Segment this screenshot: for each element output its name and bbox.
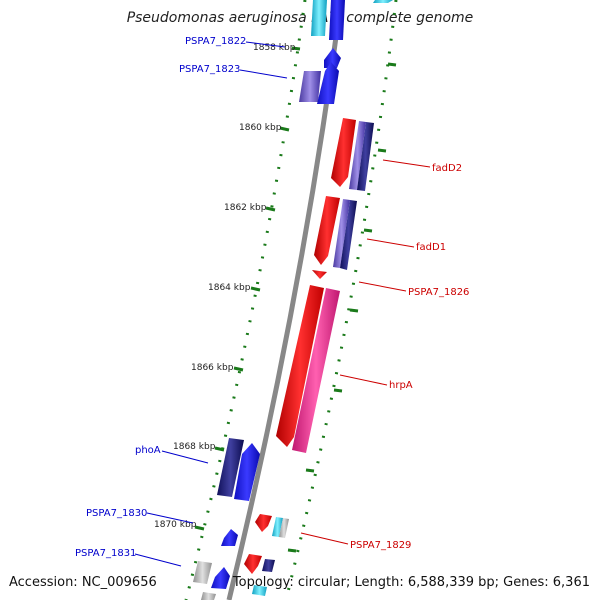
gene-pspa7-1829[interactable] xyxy=(255,514,272,532)
label-pspa7-1830[interactable]: PSPA7_1830 xyxy=(86,508,147,519)
label-pspa7-1831[interactable]: PSPA7_1831 xyxy=(75,548,136,559)
gene-top-blue[interactable] xyxy=(329,0,345,40)
gene-pspa7-1823-lavender[interactable] xyxy=(299,71,321,102)
inner-major-tick xyxy=(287,548,297,553)
label-fadd1[interactable]: fadD1 xyxy=(416,242,446,253)
label-hrpa[interactable]: hrpA xyxy=(389,380,413,391)
gene-fadd1[interactable] xyxy=(314,196,340,265)
gene-hrpa-pink[interactable] xyxy=(292,288,340,453)
ruler-label: 1866 kbp xyxy=(191,363,234,373)
gene-pspa7-1830[interactable] xyxy=(221,529,238,546)
label-pspa7-1829[interactable]: PSPA7_1829 xyxy=(350,540,411,551)
gene-pspa7-1822[interactable] xyxy=(324,48,341,68)
leader-line xyxy=(358,281,407,292)
gene-phoa-navy[interactable] xyxy=(217,438,244,497)
inner-major-tick xyxy=(387,62,397,67)
reverse-callouts xyxy=(300,159,431,545)
gene-hrpa[interactable] xyxy=(276,285,324,447)
ruler-label: 1858 kbp xyxy=(253,43,296,53)
gene-pspa7-1831-gray[interactable] xyxy=(193,561,212,584)
gene-fadd2[interactable] xyxy=(331,118,356,187)
leader-line xyxy=(161,450,209,464)
major-ticks xyxy=(194,46,301,531)
gene-bottom-gray[interactable] xyxy=(201,592,216,600)
major-tick xyxy=(279,126,290,132)
inner-major-tick xyxy=(333,388,343,393)
gene-fadd1-navy[interactable] xyxy=(340,200,357,270)
major-tick xyxy=(250,286,261,292)
gene-fadd1-lavender[interactable] xyxy=(333,199,350,268)
ruler-label: 1862 kbp xyxy=(224,203,267,213)
gene-phoa[interactable] xyxy=(234,443,260,501)
major-tick xyxy=(291,46,301,51)
gene-bottom-navy[interactable] xyxy=(262,559,275,572)
reverse-genes xyxy=(244,0,393,596)
gene-top-cyan[interactable] xyxy=(311,0,327,36)
gene-pspa7-1826[interactable] xyxy=(312,270,327,279)
ruler-label: 1864 kbp xyxy=(208,283,251,293)
ruler-label: 1868 kbp xyxy=(173,442,216,452)
gene-fadd2-lavender[interactable] xyxy=(349,121,366,190)
inner-major-ticks xyxy=(287,62,397,553)
ruler-label: 1860 kbp xyxy=(239,123,282,133)
label-phoa[interactable]: phoA xyxy=(135,445,161,456)
leader-line xyxy=(146,512,194,524)
label-pspa7-1826[interactable]: PSPA7_1826 xyxy=(408,287,469,298)
leader-line xyxy=(300,532,349,545)
major-tick xyxy=(194,525,205,531)
major-tick xyxy=(233,366,244,372)
gene-pspa7-1831[interactable] xyxy=(211,567,230,589)
major-tick xyxy=(214,446,225,452)
leader-line xyxy=(339,374,388,386)
leader-line xyxy=(245,41,286,48)
gene-bottom-cyan[interactable] xyxy=(252,585,267,596)
inner-major-tick xyxy=(377,148,387,153)
leader-line xyxy=(382,159,431,168)
inner-major-tick xyxy=(349,308,359,313)
outer-tick-track xyxy=(184,0,307,600)
label-pspa7-1822[interactable]: PSPA7_1822 xyxy=(185,36,246,47)
ruler-label: 1870 kbp xyxy=(154,520,197,530)
topology-text: Topology: circular; Length: 6,588,339 bp… xyxy=(232,575,590,590)
inner-major-tick xyxy=(363,228,373,233)
label-fadd2[interactable]: fadD2 xyxy=(432,163,462,174)
leader-line xyxy=(239,69,288,79)
major-tick xyxy=(265,206,276,212)
leader-line xyxy=(134,553,182,567)
gene-bottom-red[interactable] xyxy=(244,554,262,574)
forward-callouts xyxy=(134,41,288,567)
gene-fadd2-navy[interactable] xyxy=(357,122,374,191)
map-title: Pseudomonas aeruginosa PA7, complete gen… xyxy=(126,10,474,26)
gene-pspa7-1829-gray[interactable] xyxy=(279,518,289,538)
gene-top-cyan-right[interactable] xyxy=(373,0,393,3)
leader-line xyxy=(366,238,415,248)
label-pspa7-1823[interactable]: PSPA7_1823 xyxy=(179,64,240,75)
gene-pspa7-1829-cyan[interactable] xyxy=(272,517,283,537)
gene-pspa7-1823[interactable] xyxy=(317,62,339,104)
accession-text: Accession: NC_009656 xyxy=(9,575,157,590)
inner-major-tick xyxy=(305,468,315,473)
forward-genes xyxy=(193,0,345,600)
